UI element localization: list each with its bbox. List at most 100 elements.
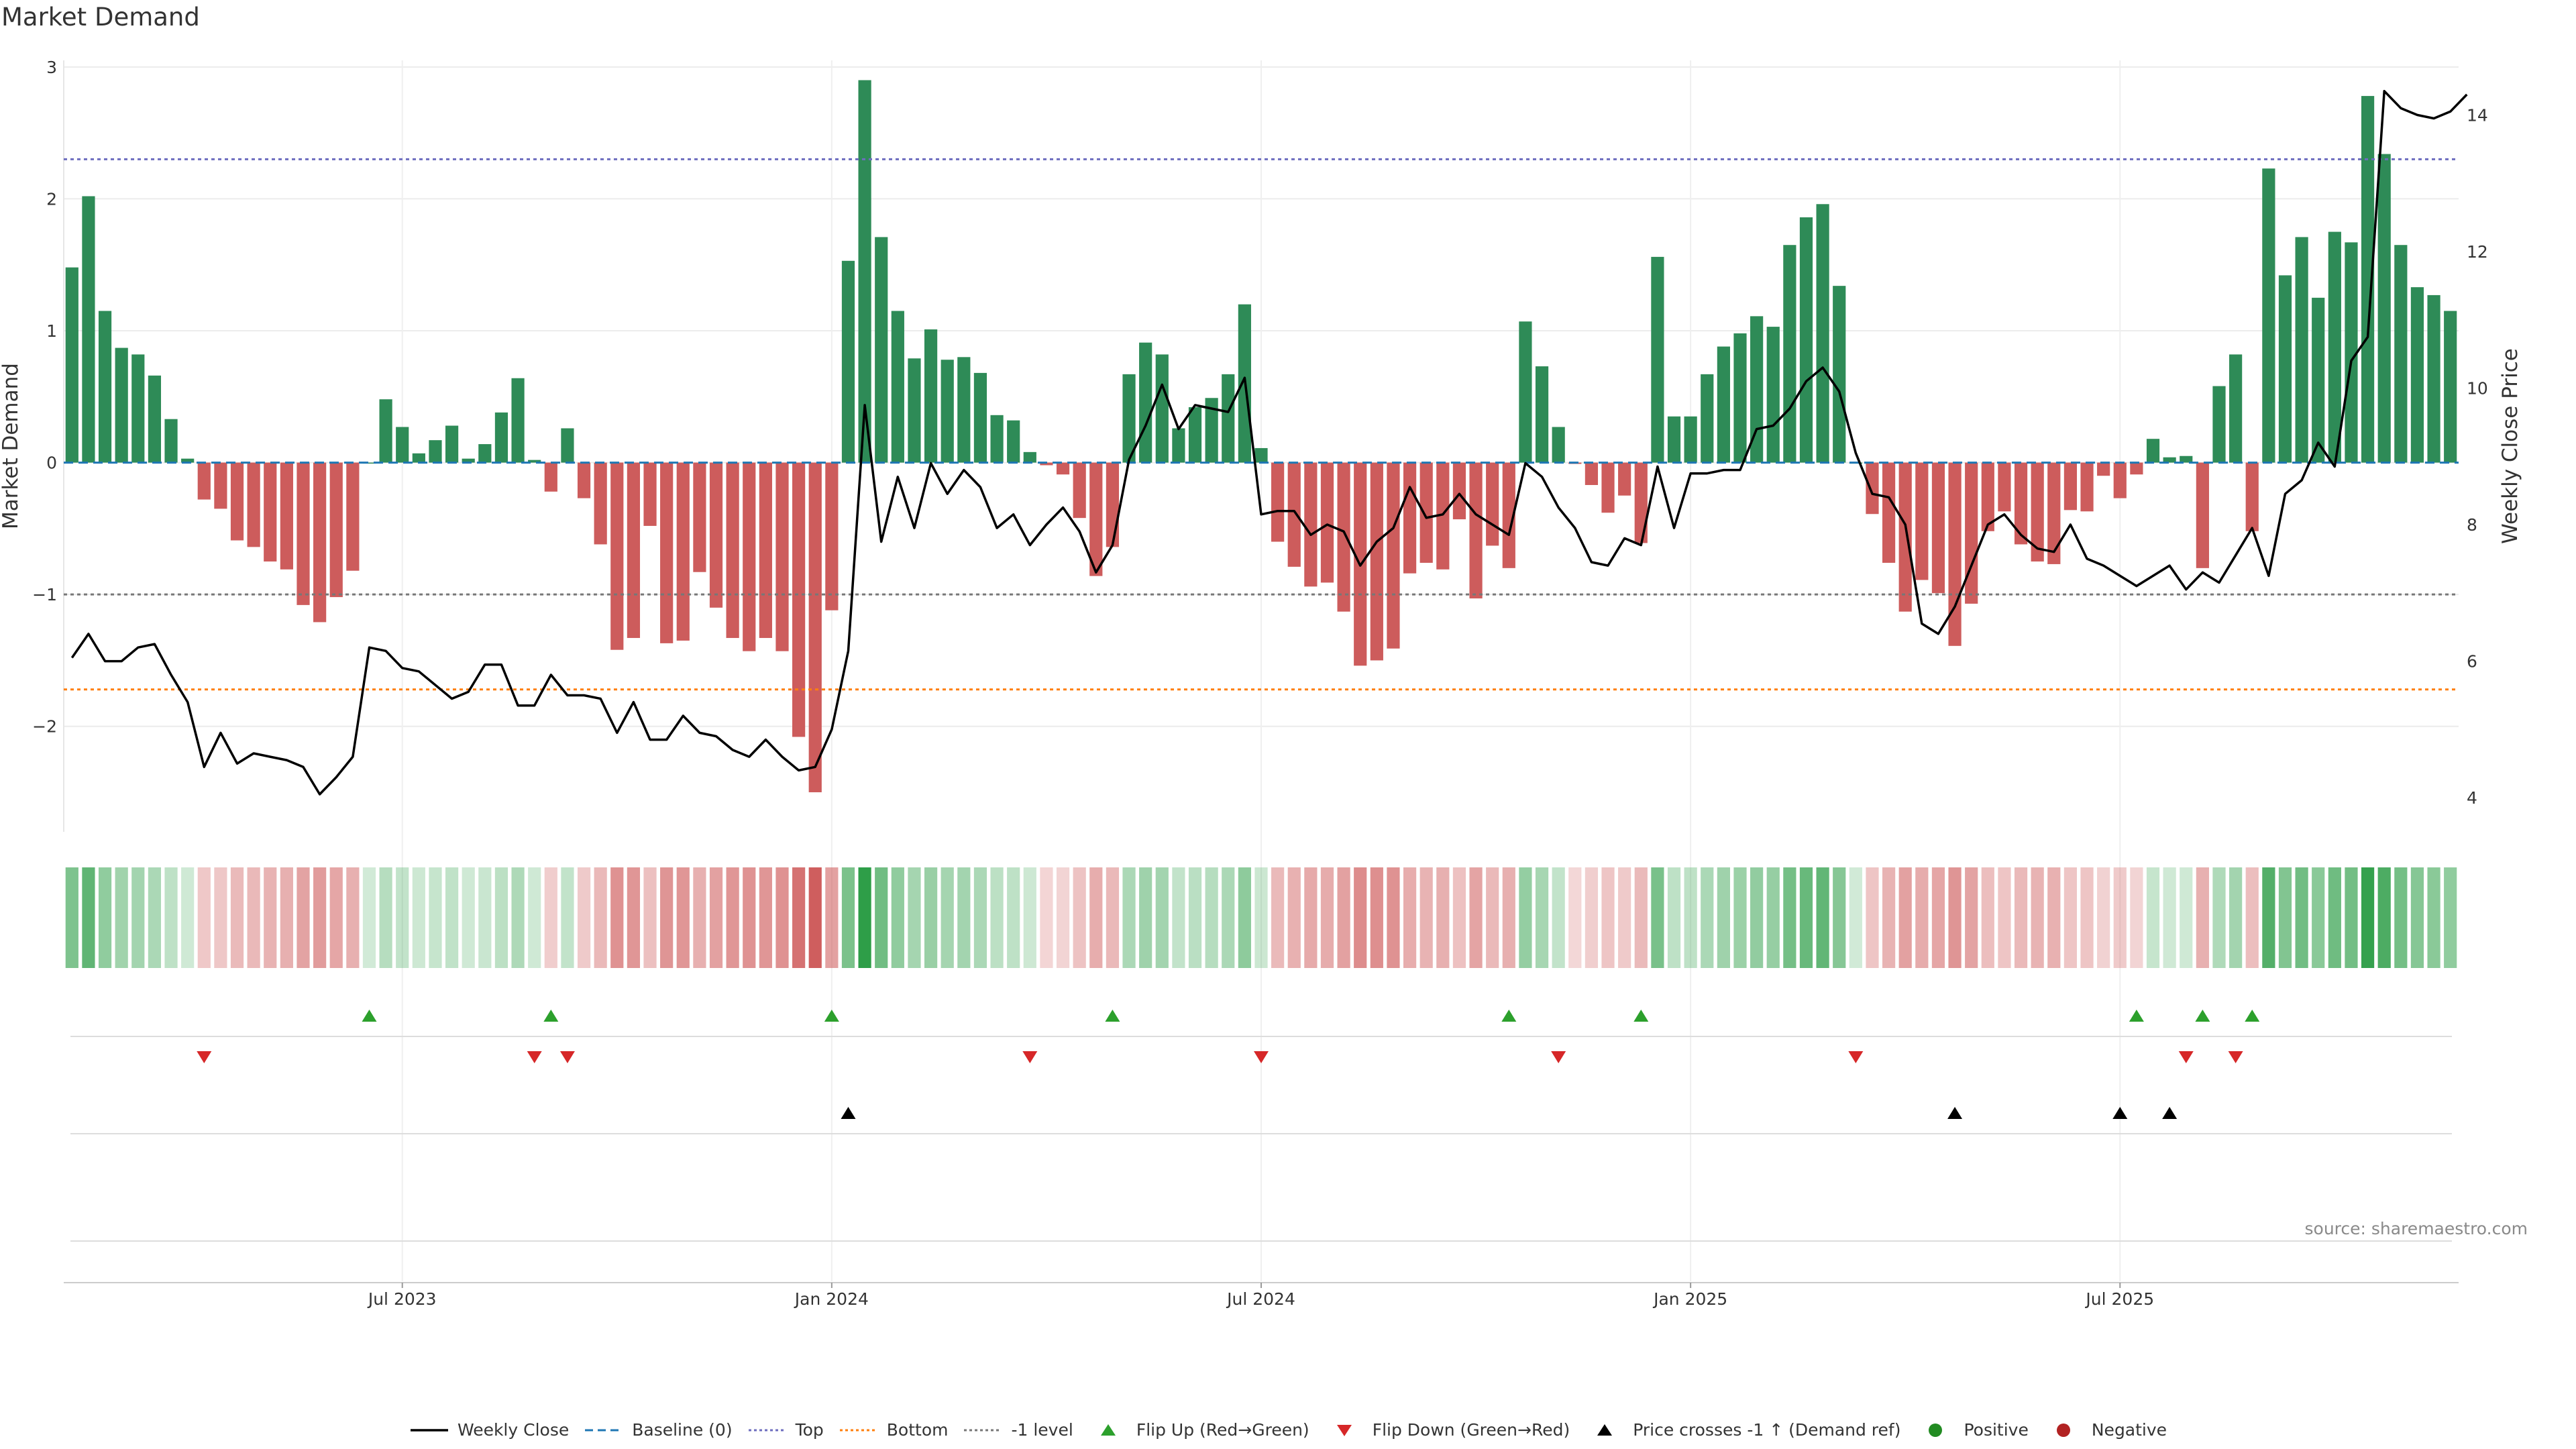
demand-bar <box>1452 462 1466 520</box>
demand-bar <box>908 358 921 463</box>
chart-title: Market Demand <box>1 3 200 32</box>
regime-cell <box>2080 867 2094 968</box>
legend-label: Top <box>795 1420 824 1440</box>
demand-bar <box>775 462 789 651</box>
y-tick-label: −1 <box>32 585 57 604</box>
demand-bar <box>561 428 574 463</box>
regime-cell <box>1717 867 1730 968</box>
demand-bar <box>1023 451 1036 463</box>
regime-cell <box>1667 867 1681 968</box>
demand-bar <box>808 462 822 793</box>
demand-bar <box>1601 462 1615 513</box>
regime-cell <box>1981 867 1994 968</box>
demand-bar <box>2444 311 2457 463</box>
regime-cell <box>2229 867 2243 968</box>
regime-cell <box>1337 867 1350 968</box>
demand-bar <box>924 329 938 463</box>
regime-cell <box>660 867 674 968</box>
price-cross-marker <box>1947 1107 1963 1119</box>
demand-bar <box>1931 462 1945 594</box>
demand-bar <box>1304 462 1318 587</box>
flip-down-marker <box>527 1051 542 1063</box>
demand-bar <box>478 444 492 463</box>
regime-cell <box>2146 867 2160 968</box>
demand-bar <box>181 458 195 463</box>
x-tick-label: Jul 2024 <box>1226 1289 1295 1309</box>
regime-cell <box>82 867 95 968</box>
demand-bar <box>65 267 78 463</box>
regime-cell <box>709 867 723 968</box>
demand-bar <box>197 462 211 500</box>
flip-down-marker <box>1254 1051 1269 1063</box>
demand-bar <box>2097 462 2110 476</box>
regime-cell <box>1585 867 1599 968</box>
y-tick-label: 2 <box>46 189 57 209</box>
regime-cell <box>858 867 871 968</box>
price-cross-marker <box>2162 1107 2178 1119</box>
regime-cell <box>115 867 128 968</box>
regime-cell <box>1188 867 1202 968</box>
demand-bar <box>1089 462 1103 576</box>
regime-cell <box>2212 867 2226 968</box>
demand-bar <box>1915 462 1929 580</box>
flip-down-marker <box>1551 1051 1566 1063</box>
flip-down-marker <box>1848 1051 1864 1063</box>
demand-bar <box>2312 297 2325 463</box>
regime-cell <box>1254 867 1268 968</box>
regime-cell <box>2295 867 2308 968</box>
demand-bar <box>1766 327 1780 463</box>
demand-bar <box>693 462 706 572</box>
regime-cell <box>2163 867 2176 968</box>
regime-cell <box>280 867 293 968</box>
demand-bar <box>313 462 327 623</box>
legend-swatch <box>839 1429 877 1431</box>
regime-cell <box>98 867 112 968</box>
weekly-close-line <box>70 90 2468 796</box>
regime-cell <box>2245 867 2259 968</box>
regime-cell <box>1552 867 1565 968</box>
flip-up-marker <box>2129 1010 2144 1022</box>
regime-cell <box>1634 867 1648 968</box>
demand-bar <box>1287 462 1301 567</box>
legend-label: Flip Down (Green→Red) <box>1372 1420 1570 1440</box>
regime-cell <box>908 867 921 968</box>
demand-bar <box>1667 416 1681 463</box>
y-axis-label: Market Demand <box>0 363 23 529</box>
regime-cell <box>1222 867 1235 968</box>
demand-bar <box>362 462 376 464</box>
regime-cell <box>1486 867 1499 968</box>
regime-cell <box>1089 867 1103 968</box>
legend-label: Flip Up (Red→Green) <box>1136 1420 1309 1440</box>
regime-cell <box>1701 867 1714 968</box>
demand-bar <box>1040 462 1053 466</box>
legend-item: Weekly Close <box>409 1420 569 1440</box>
demand-bar <box>1502 462 1515 568</box>
demand-bar <box>1998 462 2011 512</box>
regime-cell <box>1452 867 1466 968</box>
y2-tick-label: 4 <box>2467 788 2477 808</box>
regime-cell <box>164 867 178 968</box>
demand-bar <box>329 462 343 598</box>
demand-bar <box>2328 231 2341 463</box>
regime-cell <box>2312 867 2325 968</box>
legend-swatch <box>1100 1424 1116 1436</box>
demand-bar <box>1122 374 1136 463</box>
flip-up-marker <box>1633 1010 1649 1022</box>
regime-cell <box>1419 867 1433 968</box>
regime-cell <box>1139 867 1152 968</box>
demand-bar <box>875 237 888 463</box>
regime-cell <box>726 867 739 968</box>
demand-bar <box>594 462 607 545</box>
demand-bar <box>1585 462 1599 485</box>
regime-cell <box>2328 867 2341 968</box>
demand-bar <box>2394 245 2408 463</box>
regime-cell <box>2047 867 2061 968</box>
regime-cell <box>2063 867 2078 968</box>
demand-bar <box>643 462 657 526</box>
demand-bar <box>214 462 227 509</box>
regime-cell <box>2410 867 2424 968</box>
regime-cell <box>2444 867 2457 968</box>
regime-cell <box>627 867 641 968</box>
demand-bar <box>462 458 475 463</box>
